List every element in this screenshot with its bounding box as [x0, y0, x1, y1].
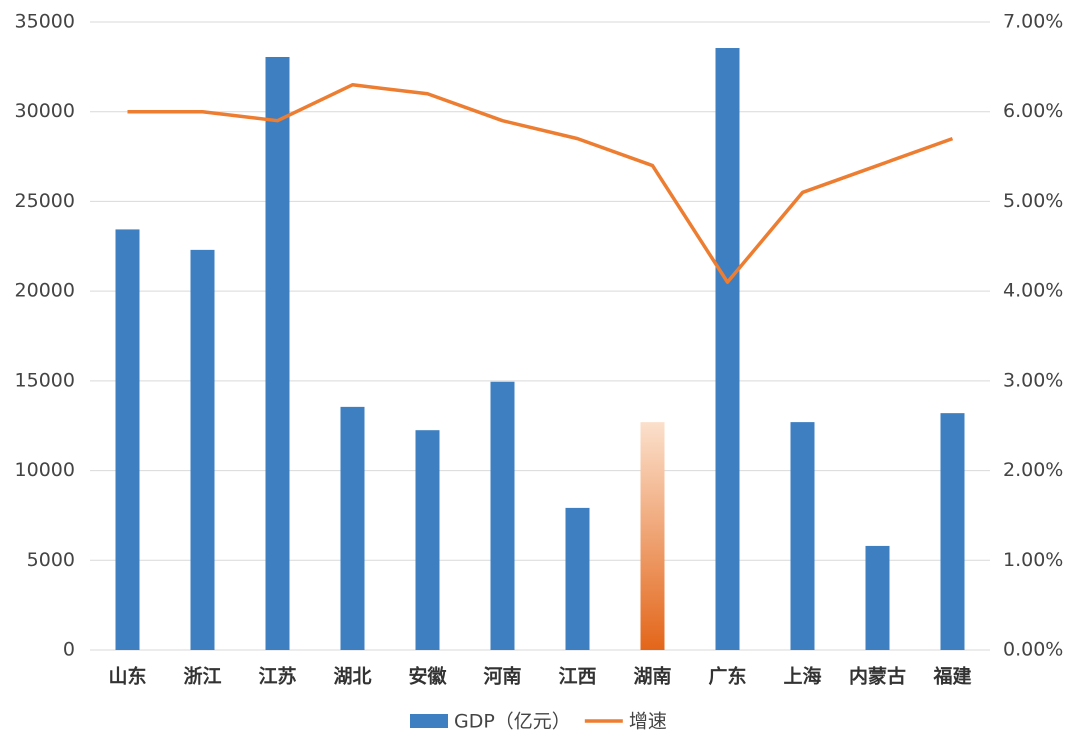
line [127, 83, 954, 284]
x-tick-label: 浙江 [183, 665, 221, 688]
y-tick-label: 30000 [15, 100, 75, 122]
legend-label: GDP（亿元） [454, 711, 571, 733]
y-tick-label: 20000 [15, 280, 75, 302]
bar [940, 413, 965, 650]
x-tick-label: 广东 [708, 665, 746, 688]
x-tick-label: 河南 [483, 666, 521, 688]
bar [190, 249, 215, 651]
bar [265, 56, 290, 650]
x-tick-label: 湖北 [333, 666, 371, 688]
x-tick-label: 上海 [783, 665, 821, 688]
bar [865, 545, 890, 650]
y-tick-label: 15000 [15, 369, 75, 391]
y2-tick-label: 2.00% [1003, 459, 1063, 481]
bar [715, 48, 740, 650]
y2-tick-label: 1.00% [1003, 549, 1063, 571]
bar [565, 507, 590, 650]
bar [115, 229, 140, 650]
x-tick-label: 江苏 [258, 665, 296, 688]
y-tick-label: 5000 [27, 549, 75, 571]
bar [790, 422, 815, 650]
x-tick-label: 内蒙古 [849, 665, 906, 688]
x-tick-label: 湖南 [633, 666, 671, 688]
y2-tick-label: 5.00% [1003, 190, 1063, 212]
y2-tick-label: 0.00% [1003, 639, 1063, 661]
y-tick-label: 35000 [15, 11, 75, 33]
x-tick-label: 江西 [558, 666, 596, 688]
y-tick-label: 10000 [15, 459, 75, 481]
y2-tick-label: 6.00% [1003, 100, 1063, 122]
legend-swatch [410, 714, 448, 728]
y-tick-label: 25000 [15, 190, 75, 212]
x-tick-label: 安徽 [408, 665, 447, 688]
bar [415, 430, 440, 650]
y2-tick-label: 3.00% [1003, 369, 1063, 391]
bar [490, 381, 515, 650]
y-tick-label: 0 [63, 639, 75, 661]
x-tick-label: 福建 [932, 665, 971, 688]
bar [340, 406, 365, 650]
x-tick-label: 山东 [108, 665, 146, 688]
bar [640, 422, 665, 650]
legend-label: 增速 [629, 711, 667, 733]
y2-tick-label: 4.00% [1003, 280, 1063, 302]
y2-tick-label: 7.00% [1003, 11, 1063, 33]
